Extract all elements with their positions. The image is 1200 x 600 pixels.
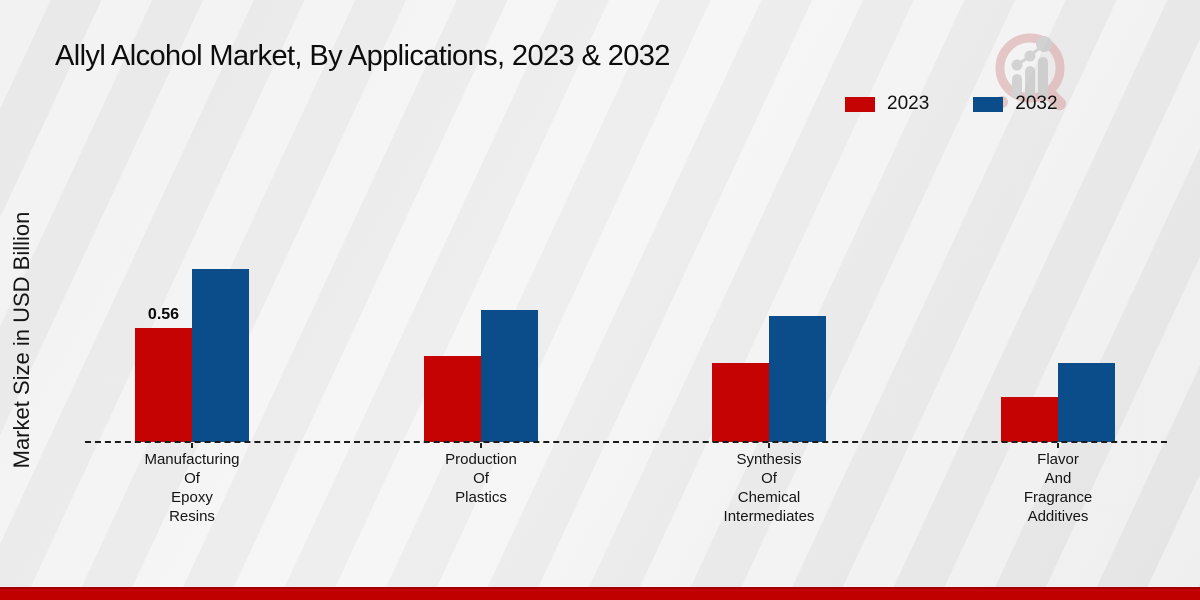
bar-2032-category-4	[1058, 363, 1115, 442]
x-axis-tick	[480, 443, 482, 448]
chart-title: Allyl Alcohol Market, By Applications, 2…	[55, 40, 670, 72]
category-label-1: Manufacturing Of Epoxy Resins	[144, 451, 240, 525]
legend-label-2032: 2032	[1015, 93, 1058, 114]
bar-2032-category-2	[481, 310, 538, 442]
bar-2023-category-1	[135, 328, 192, 442]
bar-2023-category-4	[1001, 397, 1058, 442]
footer-accent-bar	[0, 587, 1200, 600]
bar-2032-category-1	[192, 269, 249, 442]
legend-swatch-2032	[973, 96, 1004, 112]
legend-item-2023: 2023	[845, 93, 929, 115]
legend: 2023 2032	[845, 93, 1058, 115]
category-label-3: Synthesis Of Chemical Intermediates	[723, 451, 815, 525]
legend-item-2032: 2032	[973, 93, 1058, 115]
data-label-2023: 0.56	[147, 306, 180, 323]
legend-swatch-2023	[845, 96, 875, 112]
plot-area: 0.56	[0, 150, 1200, 442]
x-axis-tick	[1057, 443, 1059, 448]
category-label-4: Flavor And Fragrance Additives	[1023, 451, 1093, 525]
x-axis-tick	[768, 443, 770, 448]
x-axis-baseline	[85, 441, 1167, 443]
legend-label-2023: 2023	[887, 93, 930, 114]
bar-2023-category-2	[424, 356, 481, 442]
bar-2023-category-3	[712, 363, 769, 442]
market-research-watermark-icon	[995, 33, 1067, 111]
x-axis-tick	[191, 443, 193, 448]
category-label-2: Production Of Plastics	[445, 451, 517, 506]
bar-2032-category-3	[769, 316, 826, 442]
